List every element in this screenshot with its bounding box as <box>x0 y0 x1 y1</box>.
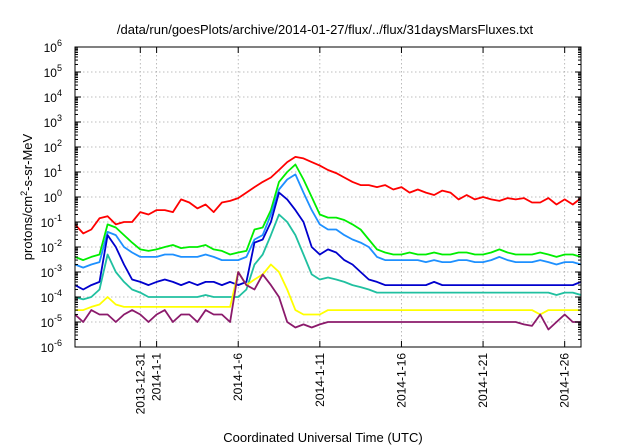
axis-ticks <box>75 46 581 348</box>
series-line-green <box>75 163 581 262</box>
y-tick-label-base: 10 <box>44 91 58 105</box>
y-tick-label: 10-3 <box>41 263 62 280</box>
y-tick-label: 102 <box>44 138 62 155</box>
y-tick-labels: 10-610-510-410-310-210-11001011021031041… <box>41 38 62 355</box>
y-tick-label: 10-1 <box>41 213 62 230</box>
y-tick-label-base: 10 <box>44 166 58 180</box>
grid <box>75 47 581 347</box>
x-tick-label: 2014-1-1 <box>150 353 164 401</box>
y-tick-label-base: 10 <box>41 266 55 280</box>
y-tick-label-base: 10 <box>44 191 58 205</box>
x-tick-labels: 2013-12-31 2014-1-1 2014-1-6 2014-1-11 2014-… <box>133 353 571 415</box>
series-layer <box>75 155 581 331</box>
y-tick-label-exponent: -6 <box>54 338 62 348</box>
y-tick-label: 10-6 <box>41 338 62 355</box>
y-tick-label: 104 <box>44 88 62 105</box>
y-tick-label-exponent: -5 <box>54 313 62 323</box>
y-tick-label: 106 <box>44 38 62 55</box>
y-tick-label-exponent: 3 <box>57 113 62 123</box>
y-tick-label-exponent: -2 <box>54 238 62 248</box>
y-tick-label: 10-5 <box>41 313 62 330</box>
y-tick-label-base: 10 <box>41 291 55 305</box>
x-tick-label: 2014-1-16 <box>394 353 408 408</box>
y-tick-label: 105 <box>44 63 62 80</box>
y-axis-label-superscript: 2 <box>19 191 29 196</box>
y-axis-label-tail: -s-sr-MeV <box>20 133 35 190</box>
x-tick-label: 2014-1-11 <box>313 353 327 407</box>
y-tick-label-exponent: 2 <box>57 138 62 148</box>
y-tick-label-base: 10 <box>41 216 55 230</box>
series-line-purple <box>75 271 581 331</box>
y-tick-label: 10-4 <box>41 288 62 305</box>
y-axis-label: protons/cm2-s-sr-MeV <box>19 133 35 260</box>
y-tick-label-exponent: 0 <box>57 188 62 198</box>
x-tick-label: 2013-12-31 <box>133 353 147 415</box>
y-tick-label-exponent: -4 <box>54 288 62 298</box>
x-axis-label: Coordinated Universal Time (UTC) <box>223 430 422 445</box>
series-line-red <box>75 155 581 235</box>
y-tick-label: 101 <box>44 163 62 180</box>
y-tick-label-exponent: 4 <box>57 88 62 98</box>
series-line-navy <box>75 191 581 291</box>
y-tick-label: 10-2 <box>41 238 62 255</box>
y-tick-label-exponent: 5 <box>57 63 62 73</box>
y-tick-label-base: 10 <box>44 41 58 55</box>
y-tick-label-exponent: 1 <box>57 163 62 173</box>
y-tick-label: 100 <box>44 188 62 205</box>
y-tick-label-base: 10 <box>44 116 58 130</box>
y-tick-label-base: 10 <box>44 66 58 80</box>
y-tick-label-base: 10 <box>41 316 55 330</box>
series-line-teal <box>75 213 581 301</box>
y-tick-label-base: 10 <box>41 341 55 355</box>
y-tick-label-exponent: 6 <box>57 38 62 48</box>
y-tick-label-exponent: -3 <box>54 263 62 273</box>
x-tick-label: 2014-1-21 <box>476 353 490 408</box>
series-line-yellow <box>75 263 581 316</box>
y-tick-label-base: 10 <box>41 241 55 255</box>
y-axis-label-main: protons/cm <box>20 196 35 260</box>
y-tick-label-base: 10 <box>44 141 58 155</box>
y-tick-label: 103 <box>44 113 62 130</box>
x-tick-label: 2014-1-6 <box>231 353 245 401</box>
series-line-blue <box>75 173 581 269</box>
y-tick-label-exponent: -1 <box>54 213 62 223</box>
chart-title: /data/run/goesPlots/archive/2014-01-27/f… <box>117 22 534 37</box>
x-tick-label: 2014-1-26 <box>558 353 572 408</box>
